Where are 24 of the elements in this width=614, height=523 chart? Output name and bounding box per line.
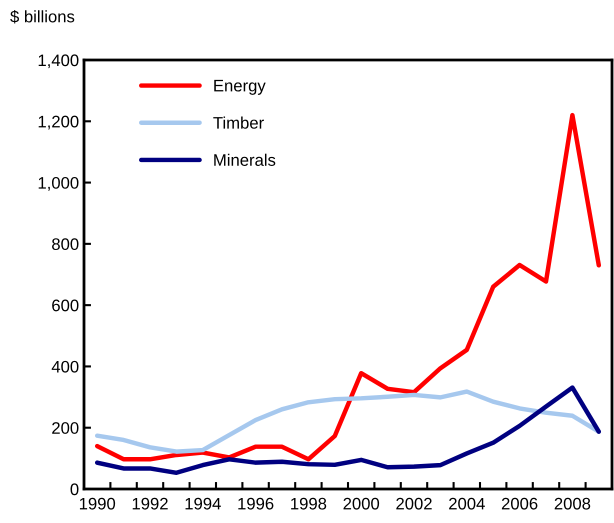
- x-tick-label: 1994: [186, 498, 221, 510]
- y-tick-label: 200: [52, 422, 78, 434]
- legend-label: Timber: [213, 116, 264, 129]
- y-tick-label: 800: [52, 238, 78, 250]
- line-series: [94, 112, 602, 462]
- y-tick-label: 0: [70, 483, 78, 496]
- x-tick-label: 2000: [344, 498, 380, 510]
- y-tick-label: 600: [52, 300, 78, 312]
- y-axis-title: $ billions: [10, 10, 74, 24]
- y-tick-label: 1,200: [38, 116, 78, 130]
- x-tick-label: 1998: [291, 498, 326, 510]
- x-tick-label: 2002: [396, 498, 432, 510]
- x-tick-label: 1992: [132, 498, 168, 510]
- y-tick-label: 1,000: [38, 176, 78, 191]
- y-tick-label: 400: [52, 360, 78, 373]
- legend-label: Energy: [214, 80, 266, 95]
- x-tick-label: 1990: [80, 498, 116, 510]
- y-tick-label: 1,400: [38, 54, 78, 68]
- x-tick-label: 1996: [238, 498, 274, 510]
- line-series: [94, 385, 602, 475]
- x-tick-label: 2008: [554, 498, 590, 510]
- x-tick-label: 2004: [449, 498, 485, 510]
- x-tick-label: 2006: [502, 498, 538, 510]
- legend-label: Minerals: [214, 154, 276, 166]
